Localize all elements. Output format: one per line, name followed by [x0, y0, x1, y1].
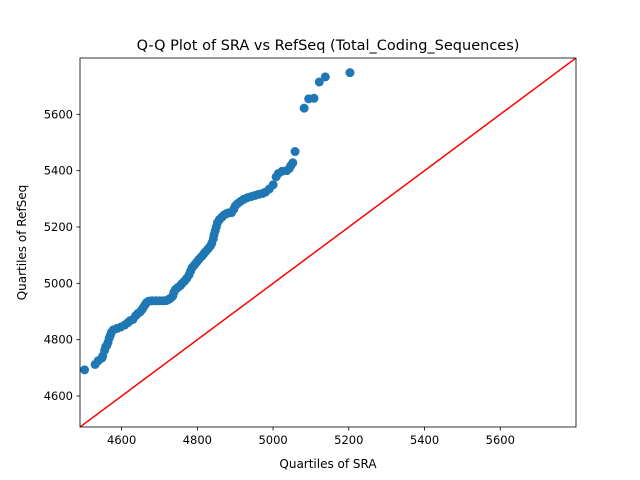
- data-point-89: [314, 77, 324, 87]
- y-tick-label: 4600: [44, 389, 73, 403]
- x-tick-label: 5200: [334, 433, 363, 447]
- data-point-86: [299, 103, 309, 113]
- data-point-90: [320, 72, 330, 82]
- x-tick-label: 4600: [107, 433, 136, 447]
- x-tick-label: 4800: [183, 433, 212, 447]
- chart-title: Q-Q Plot of SRA vs RefSeq (Total_Coding_…: [137, 38, 520, 54]
- reference-line: [80, 58, 576, 427]
- x-tick-label: 5400: [410, 433, 439, 447]
- x-tick-label: 5600: [486, 433, 515, 447]
- y-tick-label: 5600: [44, 107, 73, 121]
- data-point-85: [290, 147, 300, 157]
- y-tick-label: 5400: [44, 164, 73, 178]
- data-point-84: [288, 158, 298, 168]
- x-axis-ticks: 4600 4800 5000 5200 5400 5600: [107, 427, 515, 447]
- data-point-91: [345, 68, 355, 78]
- data-point-77: [268, 180, 278, 190]
- scatter-points: [80, 68, 355, 375]
- data-point-0: [80, 365, 90, 375]
- y-axis-label: Quartiles of RefSeq: [15, 185, 29, 301]
- x-axis-label: Quartiles of SRA: [279, 457, 377, 471]
- plot-frame: [79, 57, 577, 428]
- y-tick-label: 4800: [44, 333, 73, 347]
- y-tick-label: 5200: [44, 220, 73, 234]
- x-tick-label: 5000: [258, 433, 287, 447]
- data-point-88: [309, 93, 319, 103]
- y-axis-ticks: 4600 4800 5000 5200 5400 5600: [44, 107, 80, 403]
- y-tick-label: 5000: [44, 276, 73, 290]
- plot-area: [80, 58, 576, 427]
